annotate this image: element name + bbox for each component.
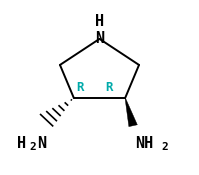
Text: N: N [95, 31, 104, 46]
Text: H: H [17, 136, 26, 150]
Text: NH: NH [135, 136, 153, 150]
Text: 2: 2 [29, 142, 36, 152]
Text: H: H [95, 14, 104, 29]
Text: R: R [106, 81, 113, 94]
Polygon shape [125, 98, 137, 127]
Text: N: N [37, 136, 46, 150]
Text: 2: 2 [162, 142, 169, 152]
Text: R: R [76, 81, 84, 94]
